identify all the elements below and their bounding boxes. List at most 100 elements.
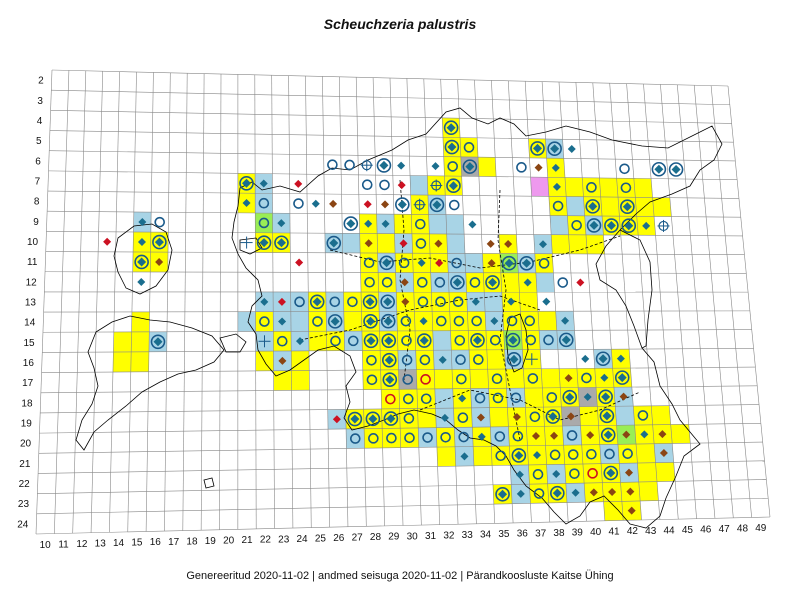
grid-line-vertical xyxy=(440,79,459,525)
occupied-cell xyxy=(130,351,149,372)
occupied-cell xyxy=(563,444,583,465)
occupied-cell xyxy=(599,444,620,464)
open-circle-icon xyxy=(622,448,633,459)
circle-diamond-icon xyxy=(381,352,397,368)
column-label: 18 xyxy=(186,536,198,547)
occupied-cell xyxy=(308,331,327,351)
filled-diamond-icon xyxy=(504,239,513,248)
circle-diamond-icon xyxy=(586,218,602,233)
grid-line-vertical xyxy=(660,84,697,519)
grid-line-vertical xyxy=(626,83,661,520)
cross-icon xyxy=(525,353,538,366)
open-circle-icon xyxy=(492,392,504,404)
circle-diamond-icon xyxy=(326,235,342,251)
column-label: 27 xyxy=(352,533,364,544)
cross-icon xyxy=(240,236,253,249)
occupied-cell xyxy=(568,234,588,254)
occupied-cell xyxy=(432,330,452,351)
circle-diamond-icon xyxy=(365,411,381,427)
circle-diamond-icon xyxy=(506,352,522,367)
filled-diamond-icon xyxy=(523,278,532,287)
grid-line-vertical xyxy=(35,69,53,535)
row-label: 23 xyxy=(18,499,30,510)
occupied-cell xyxy=(346,428,365,449)
open-circle-icon xyxy=(474,392,486,404)
circle-diamond-icon xyxy=(620,199,635,215)
open-circle-icon xyxy=(276,335,288,347)
crosshair-icon xyxy=(430,179,443,192)
filled-diamond-icon xyxy=(515,470,524,479)
grid-line-vertical xyxy=(254,74,257,529)
grid-line-vertical xyxy=(288,75,294,529)
circle-diamond-icon xyxy=(380,294,395,310)
grid-line-horizontal xyxy=(39,423,761,434)
column-label: 44 xyxy=(664,525,676,536)
row-label: 12 xyxy=(26,277,38,288)
filled-diamond-icon xyxy=(552,470,561,479)
grid-line-horizontal xyxy=(46,231,743,237)
grid-line-vertical xyxy=(508,80,532,523)
row-label: 17 xyxy=(22,378,34,389)
grid-line-horizontal xyxy=(40,404,760,414)
vormsi-outline xyxy=(239,237,263,255)
occupied-cell xyxy=(431,292,450,312)
grid-line-horizontal xyxy=(42,329,752,333)
open-circle-icon xyxy=(440,431,451,443)
row-label: 13 xyxy=(25,298,37,309)
occupied-cell xyxy=(467,311,486,331)
occupied-cell xyxy=(565,177,584,197)
grid-line-horizontal xyxy=(42,348,754,353)
grid-line-vertical xyxy=(322,76,330,528)
open-circle-icon xyxy=(452,296,464,308)
occupied-cell xyxy=(579,406,599,426)
row-label: 6 xyxy=(35,156,41,167)
open-circle-icon xyxy=(451,257,462,269)
occupied-cell xyxy=(485,330,505,350)
circle-diamond-icon xyxy=(485,275,500,290)
filled-diamond-icon xyxy=(507,297,516,306)
filled-diamond-icon xyxy=(460,452,469,461)
row-label: 3 xyxy=(37,96,43,107)
circle-diamond-icon xyxy=(519,255,534,271)
circle-diamond-icon xyxy=(380,313,396,329)
occupied-cell xyxy=(290,292,309,312)
column-label: 28 xyxy=(370,532,382,543)
filled-diamond-icon xyxy=(477,432,486,441)
circle-diamond-icon xyxy=(462,159,478,174)
column-label: 36 xyxy=(517,529,529,540)
occupied-cell xyxy=(652,197,672,217)
row-label: 8 xyxy=(34,197,40,208)
occupied-cell xyxy=(538,311,557,331)
occupied-cell xyxy=(486,349,506,370)
grid-line-vertical xyxy=(710,85,752,518)
circle-diamond-icon xyxy=(274,235,289,251)
open-circle-icon xyxy=(364,276,375,288)
open-circle-icon xyxy=(402,393,414,405)
open-circle-icon xyxy=(571,219,582,231)
circle-diamond-icon xyxy=(562,389,578,405)
occupied-cell xyxy=(548,196,568,216)
circle-diamond-icon xyxy=(429,197,445,213)
grid-line-vertical xyxy=(592,82,624,521)
occupied-cell xyxy=(343,311,362,332)
open-circle-icon xyxy=(532,469,544,480)
filled-diamond-icon xyxy=(434,239,443,248)
grid-line-vertical xyxy=(127,71,137,532)
circle-diamond-icon xyxy=(309,294,325,310)
grid-line-horizontal xyxy=(37,479,767,494)
open-circle-icon xyxy=(524,315,536,327)
saaremaa-outline xyxy=(75,315,225,451)
row-label: 24 xyxy=(17,519,29,530)
occupied-cell xyxy=(443,156,462,177)
circle-diamond-icon xyxy=(598,389,613,405)
open-circle-icon xyxy=(258,197,270,209)
occupied-cell xyxy=(655,462,676,482)
open-circle-icon xyxy=(581,372,592,384)
grid-line-vertical xyxy=(72,70,87,534)
occupied-cell xyxy=(449,311,469,331)
occupied-cell xyxy=(417,408,437,428)
column-label: 20 xyxy=(223,536,235,547)
circle-diamond-icon xyxy=(446,178,461,194)
grid-line-vertical xyxy=(145,72,154,532)
occupied-cell xyxy=(519,292,538,312)
